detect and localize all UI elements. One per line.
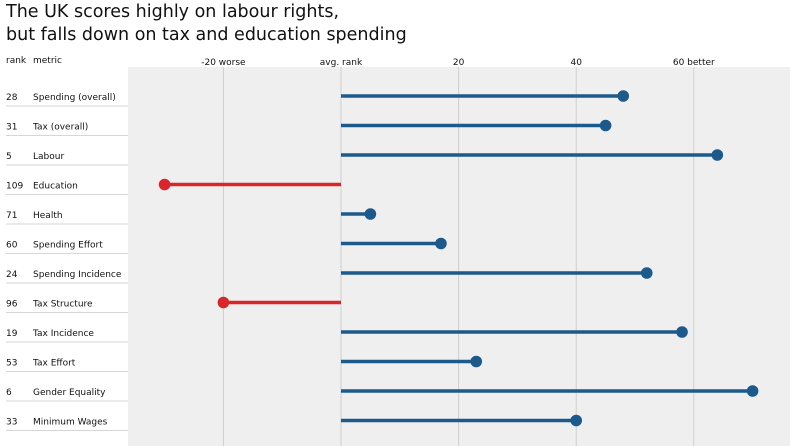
x-tick-label-0: -20 worse [201,58,246,68]
dot-6 [640,267,653,279]
dot-11 [570,414,582,427]
rank-label-9: 53 [6,359,17,369]
dot-9 [470,355,483,368]
rank-label-5: 60 [6,241,18,251]
rank-label-7: 96 [6,300,18,310]
dot-4 [364,208,377,220]
rank-label-11: 33 [6,418,17,428]
dot-8 [676,326,688,338]
metric-label-7: Tax Structure [32,300,93,310]
metric-label-1: Tax (overall) [32,123,88,133]
dot-2 [711,149,724,161]
chart-title-line-1: The UK scores highly on labour rights, [6,2,340,22]
metric-label-4: Health [33,211,63,221]
metric-label-2: Labour [33,152,64,162]
metric-label-3: Education [33,182,78,192]
metric-label-8: Tax Incidence [32,329,94,339]
metric-label-11: Minimum Wages [33,418,108,428]
chart-title: The UK scores highly on labour rights, b… [6,1,407,47]
dot-3 [158,178,171,191]
rank-label-4: 71 [6,211,17,221]
metric-label-6: Spending Incidence [33,270,122,280]
chart-title-line-2: but falls down on tax and education spen… [6,25,407,45]
rank-label-8: 19 [6,329,18,339]
dot-10 [746,385,759,397]
metric-label-10: Gender Equality [33,388,106,398]
rank-label-6: 24 [6,270,18,280]
rank-column-header: rank [6,56,27,66]
rank-label-2: 5 [6,152,12,162]
metric-label-0: Spending (overall) [33,93,116,103]
x-tick-label-2: 20 [453,58,465,68]
metric-label-9: Tax Effort [32,359,76,369]
rank-label-1: 31 [6,123,17,133]
rank-label-3: 109 [6,182,23,192]
dot-0 [617,90,630,102]
metric-column-header: metric [33,56,62,66]
rank-label-0: 28 [6,93,18,103]
rank-label-10: 6 [6,388,12,398]
x-tick-label-1: avg. rank [320,58,363,68]
dot-7 [217,296,230,309]
dot-1 [599,119,612,132]
metric-label-5: Spending Effort [33,241,103,251]
dot-5 [435,237,447,250]
x-tick-label-4: 60 better [673,58,715,68]
x-tick-label-3: 40 [570,58,582,68]
